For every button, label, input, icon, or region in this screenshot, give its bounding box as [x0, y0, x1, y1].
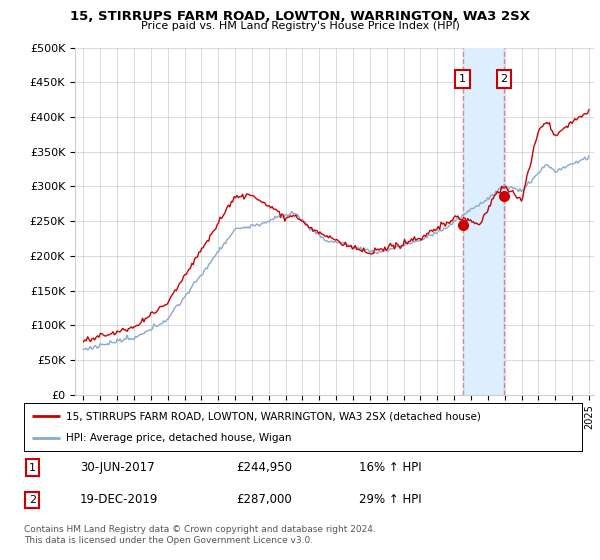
Text: Contains HM Land Registry data © Crown copyright and database right 2024.
This d: Contains HM Land Registry data © Crown c…	[24, 525, 376, 545]
Text: £287,000: £287,000	[236, 493, 292, 506]
Text: 29% ↑ HPI: 29% ↑ HPI	[359, 493, 421, 506]
Text: 19-DEC-2019: 19-DEC-2019	[80, 493, 158, 506]
Text: 2: 2	[29, 495, 36, 505]
Text: 1: 1	[459, 74, 466, 84]
Text: 30-JUN-2017: 30-JUN-2017	[80, 461, 154, 474]
Text: 15, STIRRUPS FARM ROAD, LOWTON, WARRINGTON, WA3 2SX: 15, STIRRUPS FARM ROAD, LOWTON, WARRINGT…	[70, 10, 530, 23]
Text: 15, STIRRUPS FARM ROAD, LOWTON, WARRINGTON, WA3 2SX (detached house): 15, STIRRUPS FARM ROAD, LOWTON, WARRINGT…	[66, 411, 481, 421]
Bar	[463, 48, 504, 395]
Text: £244,950: £244,950	[236, 461, 292, 474]
Text: HPI: Average price, detached house, Wigan: HPI: Average price, detached house, Wiga…	[66, 433, 292, 443]
Text: 1: 1	[29, 463, 36, 473]
Text: 16% ↑ HPI: 16% ↑ HPI	[359, 461, 421, 474]
Text: Price paid vs. HM Land Registry's House Price Index (HPI): Price paid vs. HM Land Registry's House …	[140, 21, 460, 31]
Text: 2: 2	[500, 74, 508, 84]
